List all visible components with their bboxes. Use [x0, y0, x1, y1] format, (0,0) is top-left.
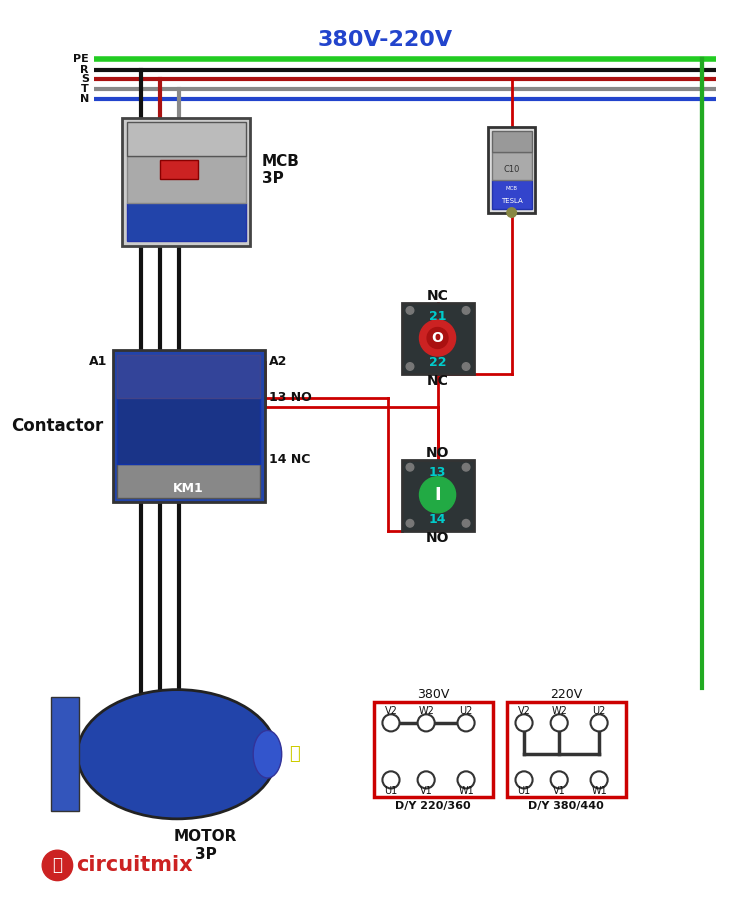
- Text: KM1: KM1: [173, 481, 204, 495]
- Text: V2: V2: [517, 707, 531, 717]
- Circle shape: [420, 320, 456, 356]
- Text: U2: U2: [459, 707, 473, 717]
- Circle shape: [515, 771, 533, 788]
- Circle shape: [382, 714, 400, 731]
- Text: W1: W1: [458, 786, 474, 796]
- Circle shape: [590, 771, 608, 788]
- Text: R: R: [80, 65, 89, 75]
- Bar: [492, 152, 531, 180]
- Text: 380V: 380V: [417, 688, 449, 700]
- Bar: [118, 355, 260, 398]
- Text: ⓘ: ⓘ: [52, 856, 62, 874]
- Text: MOTOR
3P: MOTOR 3P: [174, 829, 237, 862]
- Circle shape: [462, 363, 470, 370]
- Bar: [127, 156, 245, 203]
- Bar: [492, 131, 531, 152]
- Bar: [402, 460, 473, 531]
- Text: NO: NO: [426, 530, 449, 545]
- Text: 14 NC: 14 NC: [269, 453, 311, 466]
- Text: W2: W2: [418, 707, 434, 717]
- Circle shape: [417, 771, 434, 788]
- Circle shape: [515, 714, 533, 731]
- Text: W2: W2: [551, 707, 567, 717]
- Bar: [127, 122, 245, 156]
- Text: S: S: [81, 74, 89, 84]
- Text: circuitmix: circuitmix: [76, 855, 193, 875]
- Text: U1: U1: [384, 786, 398, 796]
- Circle shape: [551, 714, 567, 731]
- Bar: [488, 127, 535, 213]
- Text: 13: 13: [429, 466, 446, 480]
- Circle shape: [551, 771, 567, 788]
- Text: NO: NO: [426, 446, 449, 460]
- Circle shape: [382, 771, 400, 788]
- Circle shape: [507, 208, 517, 217]
- Text: TESLA: TESLA: [501, 198, 523, 205]
- Circle shape: [462, 519, 470, 527]
- Text: 380V-220V: 380V-220V: [318, 30, 453, 50]
- Circle shape: [457, 771, 475, 788]
- Circle shape: [406, 463, 414, 471]
- Text: PE: PE: [73, 53, 89, 63]
- Text: V1: V1: [553, 786, 565, 796]
- Bar: [122, 118, 251, 246]
- Bar: [402, 303, 473, 374]
- Bar: [127, 203, 245, 241]
- Ellipse shape: [77, 690, 277, 819]
- Circle shape: [406, 519, 414, 527]
- Text: 14: 14: [429, 513, 446, 526]
- Text: V2: V2: [384, 707, 398, 717]
- Text: 220V: 220V: [550, 688, 582, 700]
- Text: ⏚: ⏚: [289, 745, 299, 763]
- Text: D/Y 380/440: D/Y 380/440: [528, 802, 603, 812]
- Circle shape: [406, 307, 414, 314]
- Text: V1: V1: [420, 786, 432, 796]
- Text: NC: NC: [426, 374, 448, 387]
- Text: D/Y 220/360: D/Y 220/360: [395, 802, 470, 812]
- Bar: [374, 702, 492, 797]
- Text: Contactor: Contactor: [11, 417, 103, 435]
- Text: MCB: MCB: [506, 186, 517, 191]
- Bar: [118, 464, 260, 498]
- Bar: [160, 160, 198, 179]
- Text: I: I: [434, 486, 441, 504]
- Circle shape: [457, 714, 475, 731]
- Bar: [507, 702, 625, 797]
- Ellipse shape: [253, 730, 282, 778]
- Circle shape: [42, 850, 73, 881]
- Circle shape: [406, 363, 414, 370]
- Bar: [118, 398, 260, 464]
- Text: O: O: [431, 331, 443, 345]
- Text: T: T: [81, 84, 89, 94]
- Text: MCB
3P: MCB 3P: [262, 154, 300, 186]
- Text: NC: NC: [426, 290, 448, 303]
- Circle shape: [427, 328, 448, 348]
- Text: A1: A1: [90, 356, 108, 368]
- Circle shape: [590, 714, 608, 731]
- Text: W1: W1: [591, 786, 607, 796]
- Bar: [112, 350, 265, 502]
- Text: A2: A2: [269, 356, 287, 368]
- Text: N: N: [79, 93, 89, 103]
- Text: 13 NO: 13 NO: [269, 391, 312, 405]
- Text: 22: 22: [429, 357, 446, 369]
- Circle shape: [420, 477, 456, 513]
- Circle shape: [417, 714, 434, 731]
- Circle shape: [462, 307, 470, 314]
- Bar: [51, 697, 79, 811]
- Text: U1: U1: [517, 786, 531, 796]
- Text: U2: U2: [592, 707, 606, 717]
- Text: C10: C10: [503, 166, 520, 175]
- Text: 21: 21: [429, 310, 446, 322]
- Circle shape: [462, 463, 470, 471]
- Bar: [492, 180, 531, 209]
